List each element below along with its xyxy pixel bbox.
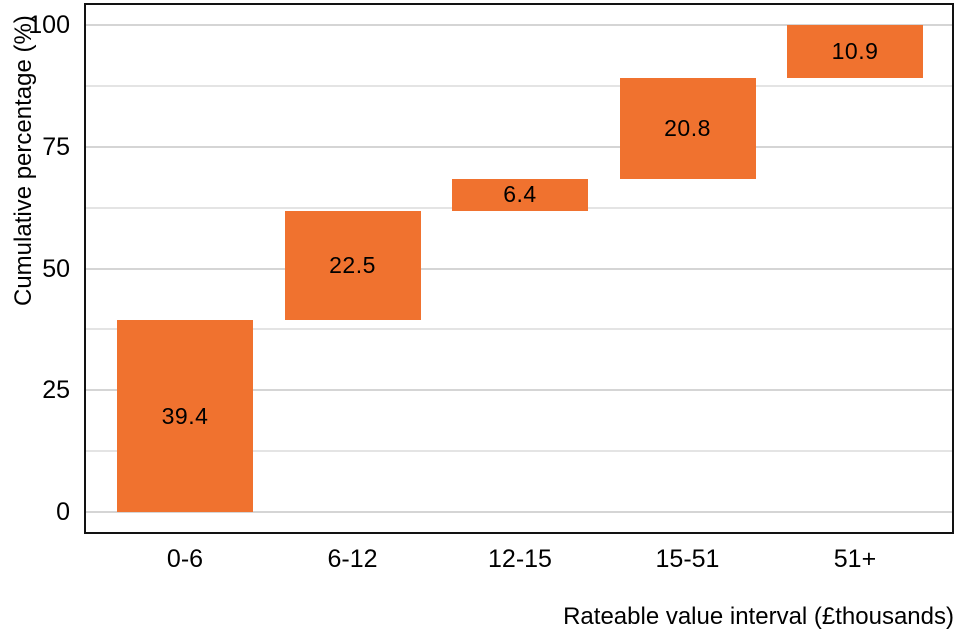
bar-15-51: 20.8 bbox=[619, 78, 756, 180]
bar-51+: 10.9 bbox=[787, 25, 923, 79]
y-tick-label: 50 bbox=[42, 254, 70, 283]
bar-12-15: 6.4 bbox=[452, 179, 588, 211]
gridline-major bbox=[86, 145, 952, 148]
bar-value-label: 10.9 bbox=[831, 38, 879, 65]
bar-value-label: 20.8 bbox=[664, 115, 711, 142]
bar-0-6: 39.4 bbox=[117, 320, 253, 512]
x-tick-label-0-6: 0-6 bbox=[166, 545, 204, 573]
gridline-major bbox=[86, 24, 952, 26]
x-tick-label-6-12: 6-12 bbox=[327, 545, 378, 573]
x-axis-title: Rateable value interval (£thousands) bbox=[563, 603, 954, 630]
x-tick-label-51+: 51+ bbox=[833, 545, 877, 573]
bar-value-label: 22.5 bbox=[329, 251, 376, 278]
gridline-major bbox=[86, 389, 952, 392]
gridline-major bbox=[86, 267, 952, 270]
x-tick-label-15-51: 15-51 bbox=[655, 545, 720, 573]
gridline-minor bbox=[86, 328, 952, 331]
gridline-minor bbox=[86, 450, 952, 453]
y-tick-label: 25 bbox=[42, 376, 70, 405]
bar-value-label: 39.4 bbox=[161, 402, 209, 429]
bar-value-label: 6.4 bbox=[503, 181, 537, 208]
gridline-minor bbox=[86, 84, 952, 87]
y-tick-label: 100 bbox=[28, 11, 70, 39]
gridline-major bbox=[86, 511, 952, 513]
x-tick-label-12-15: 12-15 bbox=[488, 545, 552, 573]
plot-panel: 39.4 22.5 6.4 20.8 10.9 bbox=[84, 3, 954, 534]
y-tick-label: 0 bbox=[56, 498, 70, 526]
bar-6-12: 22.5 bbox=[284, 210, 421, 321]
y-tick-label: 75 bbox=[42, 132, 70, 161]
